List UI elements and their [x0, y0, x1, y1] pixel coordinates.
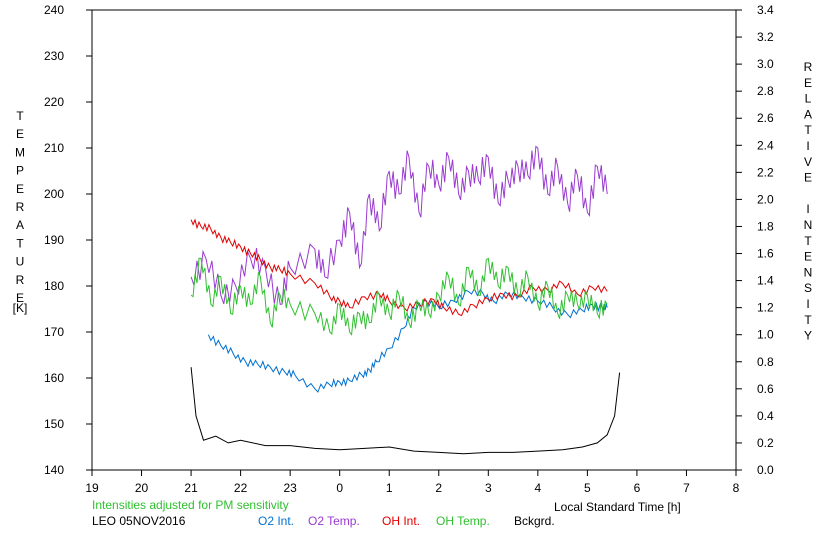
legend-o2-int: O2 Int.	[258, 514, 295, 528]
y-left-title-letter: T	[16, 236, 24, 250]
x-tick-label: 23	[283, 481, 297, 495]
series-line-1	[207, 287, 608, 393]
y-right-tick-label: 0.4	[757, 409, 774, 423]
y-right-title-letter: A	[804, 107, 812, 121]
y-left-title-letter: A	[16, 218, 24, 232]
y-left-title-letter: E	[16, 127, 24, 141]
y-right-tick-label: 1.6	[757, 247, 774, 261]
y-right-tick-label: 2.0	[757, 192, 774, 206]
y-left-title-letter: R	[16, 200, 25, 214]
legend-o2-temp: O2 Temp.	[308, 514, 360, 528]
y-left-tick-label: 220	[44, 95, 64, 109]
y-left-title-letter: T	[16, 109, 24, 123]
y-right-tick-label: 0.2	[757, 436, 774, 450]
legend-oh-temp: OH Temp.	[436, 514, 490, 528]
y-right-title-letter: T	[804, 313, 812, 327]
y-right-tick-label: 2.2	[757, 165, 774, 179]
station-date-label: LEO 05NOV2016	[92, 514, 186, 528]
y-right-tick-label: 3.4	[757, 3, 774, 17]
plot-frame	[91, 9, 737, 471]
y-left-title-letter: U	[16, 255, 25, 269]
x-tick-label: 22	[234, 481, 248, 495]
legend-background: Bckgrd.	[514, 514, 555, 528]
y-right-tick-label: 2.4	[757, 138, 774, 152]
y-right-tick-label: 1.4	[757, 274, 774, 288]
series-layer	[190, 145, 621, 455]
y-right-title-letter: L	[805, 92, 812, 106]
y-right-title-letter: N	[804, 218, 813, 232]
y-right-tick-label: 0.0	[757, 463, 774, 477]
y-right-tick-label: 3.0	[757, 57, 774, 71]
y-left-tick-label: 150	[44, 417, 64, 431]
y-left-title-letter: M	[15, 145, 25, 159]
y-right-title-letter: E	[804, 250, 812, 264]
x-tick-label: 1	[386, 481, 393, 495]
x-tick-label: 8	[733, 481, 740, 495]
axis-layer: 19 20 21 22 23 0 1 2 3 4 5 6 7 8140150160170180190200…	[13, 3, 813, 495]
x-tick-label: 4	[535, 481, 542, 495]
y-right-title-letter: S	[804, 281, 812, 295]
y-left-tick-label: 140	[44, 463, 64, 477]
x-tick-label: 0	[336, 481, 343, 495]
y-right-title-letter: I	[806, 139, 809, 153]
y-right-tick-label: 2.8	[757, 84, 774, 98]
legend: O2 Int. O2 Temp. OH Int. OH Temp. Bckgrd…	[0, 514, 828, 532]
y-left-tick-label: 170	[44, 325, 64, 339]
x-tick-label: 3	[485, 481, 492, 495]
x-tick-label: 19	[85, 481, 99, 495]
x-axis-title: Local Standard Time [h]	[554, 500, 681, 514]
y-left-tick-label: 160	[44, 371, 64, 385]
y-right-tick-label: 0.6	[757, 382, 774, 396]
y-right-title-letter: T	[804, 234, 812, 248]
x-tick-label: 20	[135, 481, 149, 495]
y-right-title-letter: N	[804, 265, 813, 279]
x-tick-label: 21	[184, 481, 198, 495]
series-line-5	[190, 367, 621, 455]
y-right-title-letter: I	[806, 202, 809, 216]
series-line-2	[190, 145, 608, 305]
y-right-tick-label: 3.2	[757, 30, 774, 44]
x-tick-label: 6	[634, 481, 641, 495]
y-left-unit: [K]	[13, 301, 28, 315]
y-left-tick-label: 230	[44, 49, 64, 63]
x-tick-label: 5	[584, 481, 591, 495]
y-right-title-letter: E	[804, 76, 812, 90]
series-line-4	[190, 257, 608, 336]
y-right-tick-label: 2.6	[757, 111, 774, 125]
x-tick-label: 7	[683, 481, 690, 495]
y-right-title-letter: R	[804, 60, 813, 74]
y-right-tick-label: 1.2	[757, 301, 774, 315]
y-left-title-letter: R	[16, 273, 25, 287]
y-right-title-letter: V	[804, 155, 812, 169]
y-right-tick-label: 0.8	[757, 355, 774, 369]
y-left-title-letter: P	[16, 164, 24, 178]
y-right-tick-label: 1.8	[757, 219, 774, 233]
y-right-title-letter: T	[804, 123, 812, 137]
y-left-title-letter: E	[16, 291, 24, 305]
sensitivity-note: Intensities adjusted for PM sensitivity	[92, 498, 289, 512]
y-left-tick-label: 190	[44, 233, 64, 247]
y-left-tick-label: 240	[44, 3, 64, 17]
x-tick-label: 2	[435, 481, 442, 495]
y-left-tick-label: 180	[44, 279, 64, 293]
y-right-tick-label: 1.0	[757, 328, 774, 342]
y-left-tick-label: 200	[44, 187, 64, 201]
y-right-title-letter: E	[804, 171, 812, 185]
y-left-title-letter: E	[16, 182, 24, 196]
legend-oh-int: OH Int.	[382, 514, 421, 528]
y-left-tick-label: 210	[44, 141, 64, 155]
y-right-title-letter: I	[806, 297, 809, 311]
y-right-title-letter: Y	[804, 329, 812, 343]
